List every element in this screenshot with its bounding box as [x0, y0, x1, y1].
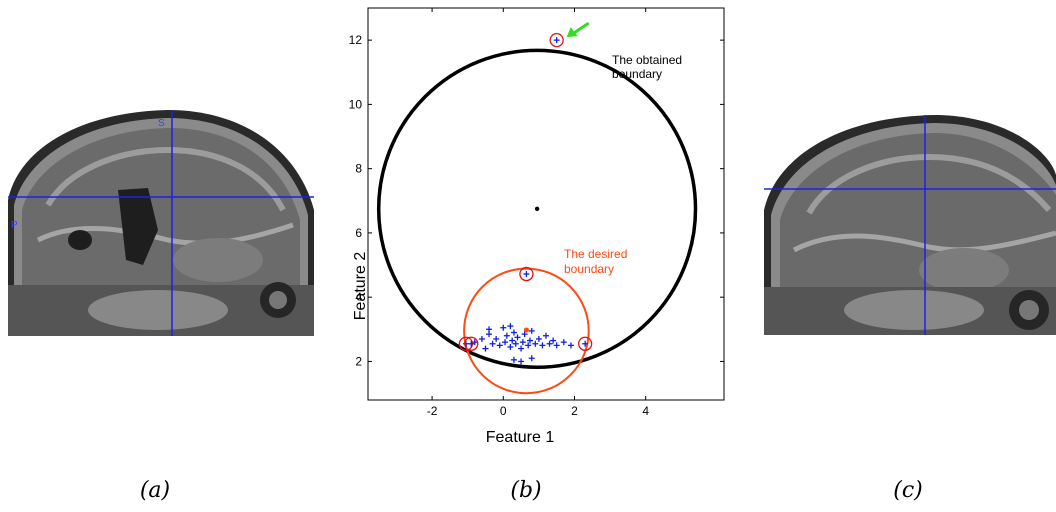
y-tick-label: 2: [355, 354, 362, 368]
y-axis-label: Feature 2: [352, 252, 369, 321]
mri-image-right: [764, 115, 1056, 335]
annotation-obtained-line2: boundary: [612, 67, 662, 81]
annotation-obtained-line1: The obtained: [612, 53, 682, 67]
mri-marker-left: P: [11, 220, 18, 231]
caption-a: (a): [115, 478, 195, 503]
x-tick-label: 0: [500, 404, 507, 418]
mri-marker-top: S: [158, 118, 165, 129]
x-tick-label: 4: [642, 404, 649, 418]
y-tick-label: 12: [349, 33, 363, 47]
obtained-center-point: [535, 207, 539, 211]
y-tick-label: 6: [355, 226, 362, 240]
y-tick-label: 8: [355, 162, 362, 176]
x-axis-label: Feature 1: [486, 429, 555, 446]
x-tick-label: 2: [571, 404, 578, 418]
mri-image-left: S P: [8, 110, 314, 338]
y-tick-label: 10: [349, 97, 363, 111]
annotation-desired-line1: The desired: [564, 247, 627, 261]
desired-center-point: [524, 327, 529, 332]
x-tick-label: -2: [427, 404, 438, 418]
caption-b: (b): [486, 478, 566, 503]
caption-c: (c): [868, 478, 948, 503]
annotation-desired-line2: boundary: [564, 262, 614, 276]
